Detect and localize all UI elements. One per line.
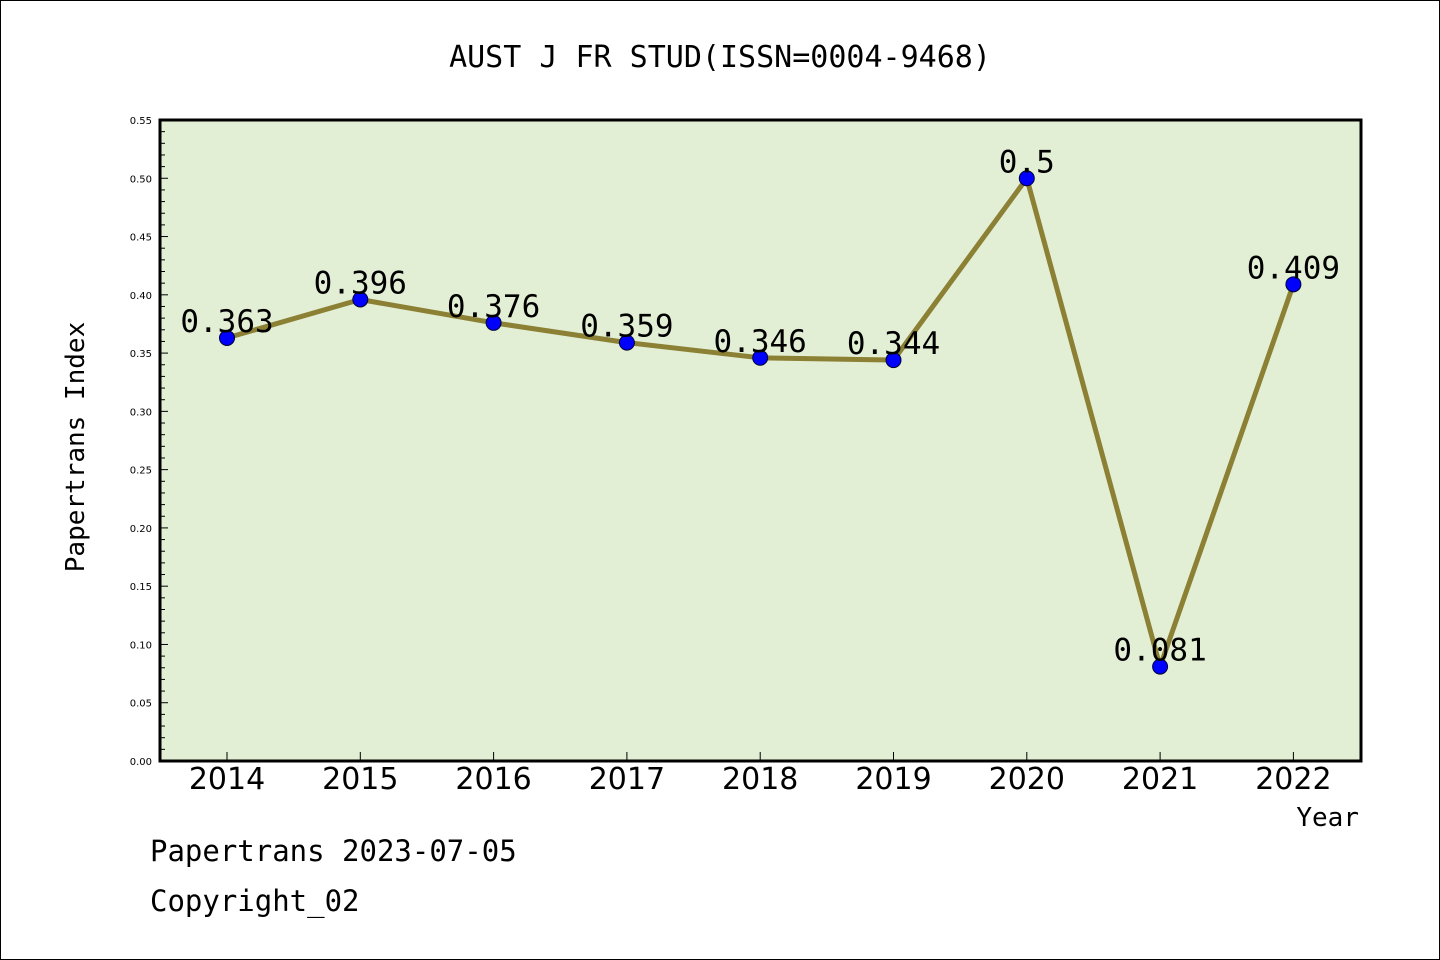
x-tick-label: 2014 (189, 762, 265, 797)
plot-area (158, 118, 1363, 763)
data-label: 0.396 (314, 265, 407, 301)
y-tick-label: 0.35 (130, 349, 152, 360)
y-tick-label: 0.25 (130, 466, 152, 477)
data-point-marker (1285, 276, 1302, 293)
y-tick-label: 0.10 (130, 640, 152, 651)
x-tick-label: 2021 (1122, 762, 1198, 797)
footer-copyright-label: Copyright_02 (150, 884, 360, 918)
y-tick-label: 0.15 (130, 582, 152, 593)
data-point-marker (1152, 658, 1169, 675)
y-axis-ticks (160, 119, 168, 762)
data-label: 0.359 (580, 309, 673, 345)
data-label: 0.081 (1113, 633, 1206, 669)
data-label: 0.344 (847, 326, 940, 362)
x-axis-tick-labels: 2014 2015 2016 2017 2018 2019 2020 2021 2022 (189, 762, 1332, 797)
y-tick-label: 0.05 (130, 699, 152, 710)
y-tick-label: 0.50 (130, 174, 152, 185)
data-point-marker (485, 314, 502, 331)
y-tick-label: 0.40 (130, 291, 152, 302)
x-tick-label: 2015 (322, 762, 398, 797)
series-markers (219, 170, 1302, 675)
data-label: 0.5 (999, 144, 1055, 180)
chart-title: AUST J FR STUD(ISSN=0004-9468) (449, 40, 991, 75)
data-label: 0.376 (447, 289, 540, 325)
y-tick-label: 0.30 (130, 407, 152, 418)
data-point-marker (885, 352, 902, 369)
data-label: 0.346 (714, 324, 807, 360)
data-point-marker (752, 349, 769, 366)
y-tick-label: 0.45 (130, 233, 152, 244)
y-axis-label: Papertrans Index (61, 322, 91, 572)
x-tick-label: 2016 (455, 762, 531, 797)
data-labels: 0.363 0.396 0.376 0.359 0.346 0.344 0.5 0.081 0.… (180, 144, 1340, 668)
x-tick-label: 2018 (722, 762, 798, 797)
x-tick-label: 2017 (589, 762, 665, 797)
x-axis-label: Year (1296, 803, 1359, 833)
y-tick-label: 0.20 (130, 524, 152, 535)
x-tick-label: 2019 (855, 762, 931, 797)
data-point-marker (1018, 170, 1035, 187)
x-tick-label: 2022 (1255, 762, 1331, 797)
x-axis-ticks (226, 752, 1294, 761)
y-tick-label: 0.00 (130, 757, 152, 768)
data-label: 0.363 (180, 304, 273, 340)
footer-date-label: Papertrans 2023-07-05 (150, 834, 517, 868)
x-tick-label: 2020 (989, 762, 1065, 797)
y-tick-label: 0.55 (130, 116, 152, 127)
data-label: 0.409 (1247, 250, 1340, 286)
data-point-marker (618, 334, 635, 351)
data-point-marker (352, 291, 369, 308)
y-axis-tick-labels: 0.00 0.05 0.10 0.15 0.20 0.25 0.30 0.35 0.40 0.45… (130, 116, 152, 768)
data-point-marker (219, 329, 235, 346)
